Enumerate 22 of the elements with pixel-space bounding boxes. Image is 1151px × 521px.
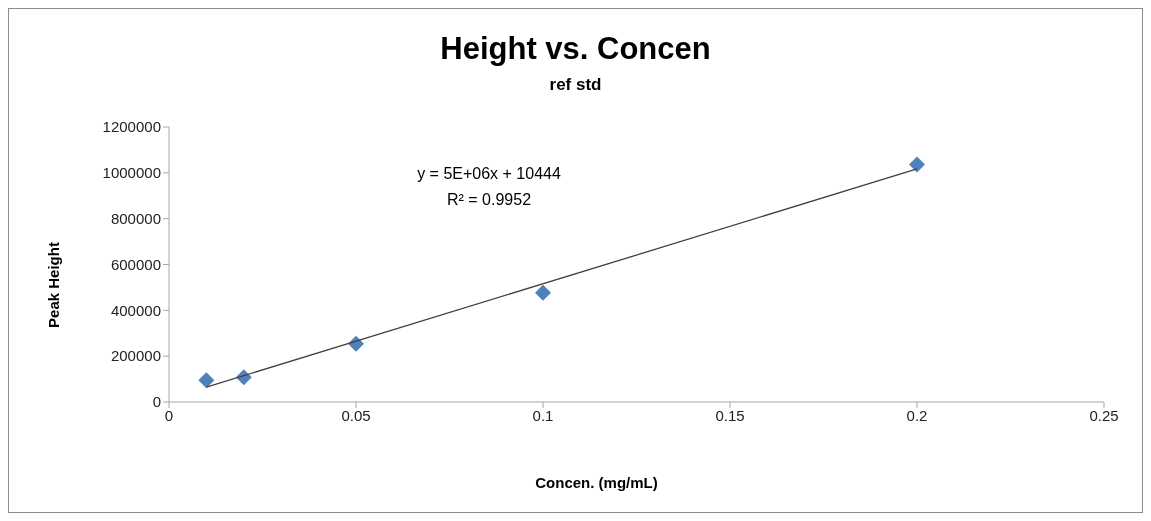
y-axis-title: Peak Height [45,241,62,328]
y-tick-label: 600000 [110,255,161,273]
point [535,284,551,301]
y-tick-label: 0 [152,393,161,411]
x-tick-label: 0.1 [532,406,554,424]
chart-subtitle: ref std [548,75,603,95]
point [198,372,215,389]
y-tick-label: 1000000 [102,164,161,182]
x-tick-label: 0 [164,406,174,424]
y-tick-label: 400000 [110,301,161,319]
annotation: R² = 0.9952 [445,190,533,210]
x-tick-label: 0.25 [1089,406,1119,424]
y-tick-label: 200000 [110,347,161,365]
x-tick-label: 0.15 [715,406,745,424]
chart-title: Height vs. Concen [439,31,712,67]
y-tick-label: 800000 [110,209,161,227]
x-tick-label: 0.2 [906,406,928,424]
x-axis-title: Concen. (mg/mL) [534,474,659,491]
point [909,156,925,173]
x-tick-label: 0.05 [341,406,371,424]
annotation: y = 5E+06x + 10444 [416,164,562,184]
y-tick-label: 1200000 [102,118,161,136]
